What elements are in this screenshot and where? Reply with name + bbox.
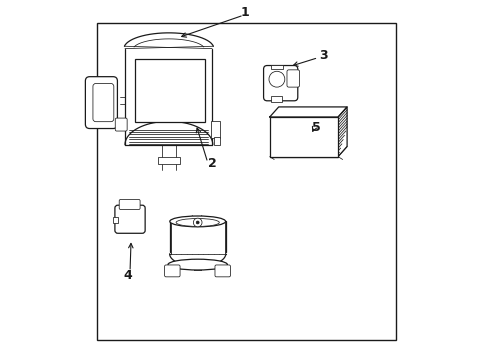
Bar (134, 59, 204, 122)
Bar (270, 65, 283, 69)
FancyBboxPatch shape (263, 66, 297, 101)
Ellipse shape (176, 219, 219, 226)
Ellipse shape (169, 216, 225, 227)
Text: 2: 2 (207, 157, 216, 170)
Text: 4: 4 (123, 269, 132, 282)
Bar (170, 221, 224, 254)
Text: 1: 1 (240, 6, 248, 19)
Text: 5: 5 (311, 121, 320, 134)
FancyBboxPatch shape (286, 70, 299, 87)
FancyBboxPatch shape (119, 199, 140, 210)
Bar (213, 137, 220, 145)
FancyBboxPatch shape (164, 265, 180, 277)
Ellipse shape (168, 259, 227, 270)
Bar (97, 23, 395, 340)
Bar (211, 121, 220, 138)
FancyBboxPatch shape (115, 118, 127, 131)
FancyBboxPatch shape (93, 84, 114, 122)
Text: 3: 3 (319, 49, 327, 62)
Bar (158, 157, 179, 164)
Circle shape (268, 71, 284, 87)
FancyBboxPatch shape (215, 265, 230, 277)
Bar (271, 96, 282, 102)
Bar (113, 217, 118, 223)
Circle shape (196, 221, 199, 224)
Circle shape (193, 218, 202, 227)
FancyBboxPatch shape (115, 205, 145, 233)
FancyBboxPatch shape (85, 77, 117, 129)
Bar (269, 117, 337, 157)
